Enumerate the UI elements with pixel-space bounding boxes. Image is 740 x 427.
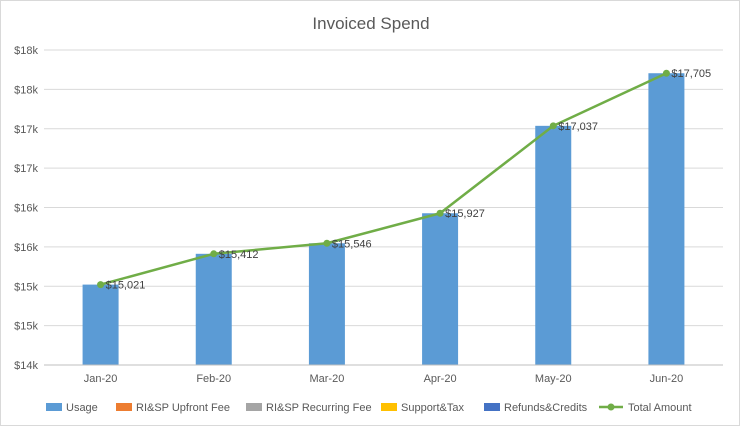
legend-label: Support&Tax [401,402,464,414]
legend-swatch-usage [46,403,62,411]
legend-swatch-ri-sp-recurring-fee [246,403,262,411]
legend-label: Usage [66,402,98,414]
bar-usage-feb-20 [195,253,232,365]
x-tick-label: Jun-20 [650,373,684,385]
bar-usage-mar-20 [308,243,345,365]
total-amount-point-may-20 [549,122,557,130]
x-tick-label: Mar-20 [309,373,344,385]
legend-label: Refunds&Credits [504,402,588,414]
y-axis: $14k $15k $15k $16k $16k $17k $17k $18k $18k [14,45,38,372]
x-tick-label: Feb-20 [196,373,231,385]
y-tick-label: $17k [14,124,38,136]
total-amount-point-mar-20 [323,239,331,247]
legend-swatch-ri-sp-upfront-fee [116,403,132,411]
y-tick-label: $15k [14,321,38,333]
legend-swatch-refunds-credits [484,403,500,411]
gridlines [44,49,723,366]
legend-label: RI&SP Upfront Fee [136,402,230,414]
total-amount-line-series [97,69,670,289]
x-tick-label: May-20 [535,373,572,385]
data-label: $17,037 [558,121,598,133]
x-tick-label: Jan-20 [84,373,118,385]
data-label: $15,546 [332,238,372,250]
total-amount-point-apr-20 [436,209,444,217]
bar-usage-jan-20 [82,284,119,365]
chart-title: Invoiced Spend [312,14,429,33]
data-label: $17,705 [671,68,711,80]
bars [82,73,685,366]
data-label: $15,021 [106,280,146,292]
y-tick-label: $16k [14,203,38,215]
total-amount-line [100,72,667,286]
total-amount-point-jun-20 [662,69,670,77]
data-label: $15,412 [219,249,259,261]
x-axis: Jan-20 Feb-20 Mar-20 Apr-20 May-20 Jun-20 [44,364,723,385]
legend-label: RI&SP Recurring Fee [266,402,372,414]
legend: Usage RI&SP Upfront Fee RI&SP Recurring Fe… [46,402,692,414]
bar-usage-apr-20 [422,213,459,365]
y-tick-label: $17k [14,163,38,175]
x-tick-label: Apr-20 [424,373,457,385]
legend-label: Total Amount [628,402,692,414]
bar-usage-may-20 [535,125,572,366]
legend-marker-total-amount [607,403,615,411]
bar-usage-jun-20 [648,73,685,365]
y-tick-label: $18k [14,84,38,96]
data-label: $15,927 [445,208,485,220]
data-labels: $15,021 $15,412 $15,546 $15,927 $17,037 $17,7… [106,68,712,291]
y-tick-label: $15k [14,281,38,293]
legend-swatch-support-tax [381,403,397,411]
y-tick-label: $18k [14,45,38,57]
total-amount-point-feb-20 [210,250,218,258]
total-amount-point-jan-20 [97,281,105,289]
y-tick-label: $16k [14,242,38,254]
y-tick-label: $14k [14,360,38,372]
